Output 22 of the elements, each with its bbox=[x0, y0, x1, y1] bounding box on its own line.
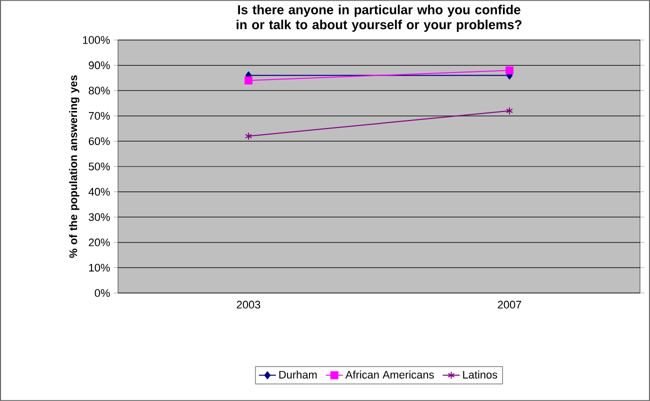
y-tick-label: 30% bbox=[88, 213, 110, 221]
y-tick-label: 90% bbox=[88, 61, 110, 70]
y-tick-label: 0% bbox=[94, 289, 110, 297]
legend-label: Durham bbox=[279, 370, 317, 379]
y-tick-label: 10% bbox=[89, 264, 110, 272]
x-tick-label: 2007 bbox=[498, 300, 522, 309]
y-tick-label: 60% bbox=[88, 137, 110, 146]
point bbox=[506, 106, 514, 115]
y-tick-label: 70% bbox=[88, 112, 110, 120]
point bbox=[506, 66, 514, 74]
point bbox=[244, 76, 252, 84]
y-axis-title: % of the population answering yes bbox=[69, 75, 80, 258]
y-tick-label: 50% bbox=[88, 162, 110, 170]
y-tick-label: 40% bbox=[88, 188, 110, 196]
legend-label: African Americans bbox=[345, 370, 434, 379]
chart-title: Is there anyone in particular who you confide in or talk to about yourself or your problems? bbox=[236, 4, 522, 32]
y-tick-label: 100% bbox=[83, 36, 110, 44]
y-tick-label: 80% bbox=[88, 86, 110, 94]
x-tick-label: 2003 bbox=[236, 300, 260, 309]
legend-label: Latinos bbox=[463, 370, 498, 379]
point bbox=[244, 132, 252, 140]
y-tick-label: 20% bbox=[88, 238, 110, 246]
